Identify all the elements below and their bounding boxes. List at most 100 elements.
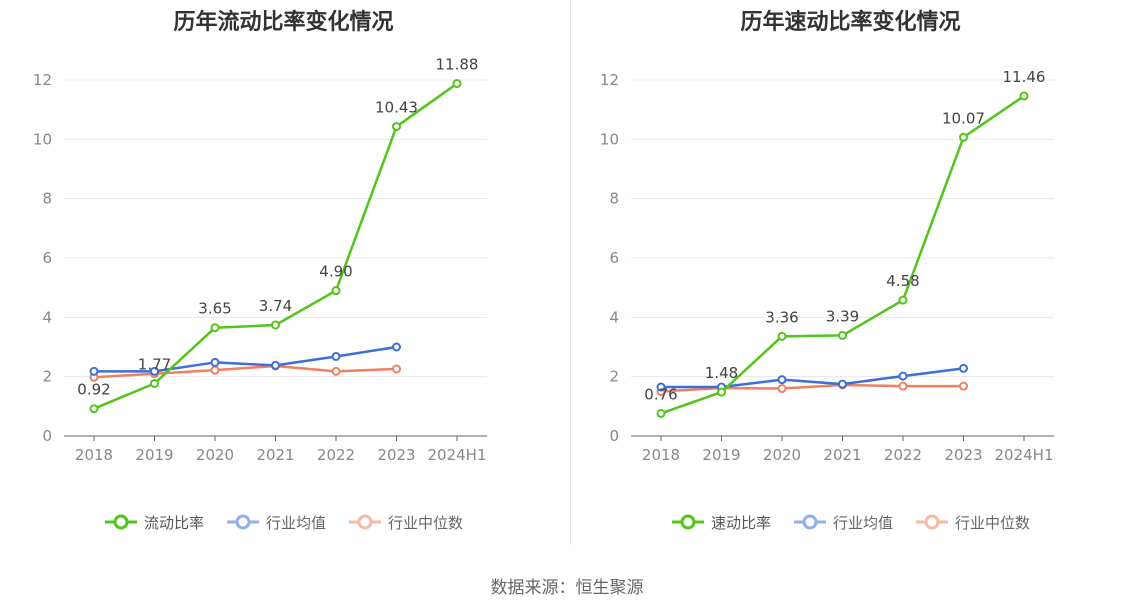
data-label: 3.39	[826, 307, 859, 325]
chart-title: 历年流动比率变化情况	[173, 10, 394, 35]
data-point[interactable]	[392, 342, 401, 352]
data-point[interactable]	[898, 371, 908, 381]
legend: 流动比率 行业均值 行业中位数	[0, 508, 567, 536]
y-tick-label: 2	[609, 368, 619, 386]
legend-label: 速动比率	[710, 513, 771, 532]
data-point[interactable]	[1019, 91, 1029, 101]
source-note: 数据来源：恒生聚源	[490, 578, 644, 598]
data-point[interactable]	[150, 366, 159, 376]
data-point[interactable]	[210, 357, 220, 367]
divider	[570, 0, 571, 545]
y-tick-label: 4	[42, 308, 52, 326]
legend-marker-icon	[916, 514, 948, 530]
y-tick-label: 6	[609, 249, 619, 267]
legend: 速动比率 行业均值 行业中位数	[567, 508, 1134, 536]
x-tick-label: 2021	[823, 446, 861, 464]
data-point[interactable]	[656, 408, 666, 418]
legend-marker-icon	[349, 514, 381, 530]
data-point[interactable]	[777, 331, 787, 341]
data-point[interactable]	[959, 363, 968, 373]
legend-item-average[interactable]: 行业均值	[793, 512, 893, 533]
median-line	[660, 383, 964, 393]
data-label: 1.48	[705, 364, 738, 382]
average-line	[661, 367, 964, 389]
legend-label: 行业均值	[832, 513, 893, 532]
data-label: 3.36	[765, 308, 798, 326]
data-point[interactable]	[898, 295, 908, 305]
data-point[interactable]	[838, 379, 847, 389]
data-label: 10.43	[375, 99, 418, 117]
legend-item-primary[interactable]: 速动比率	[671, 512, 771, 533]
data-point[interactable]	[656, 382, 666, 392]
data-point[interactable]	[898, 381, 908, 391]
data-point[interactable]	[392, 364, 401, 374]
data-point[interactable]	[331, 286, 341, 296]
data-point[interactable]	[150, 378, 159, 388]
data-point[interactable]	[331, 351, 341, 361]
x-tick-label: 2021	[256, 446, 294, 464]
data-point[interactable]	[210, 323, 220, 333]
data-label: 4.90	[319, 263, 352, 281]
data-label: 3.74	[259, 297, 292, 315]
data-point[interactable]	[89, 366, 99, 376]
chart-current-ratio: 历年流动比率变化情况 0 2 4 6 8 10 12 2018 2019 2020 2021 2022…	[0, 0, 567, 560]
legend-marker-icon	[104, 514, 137, 530]
legend-item-primary[interactable]: 流动比率	[104, 512, 204, 533]
data-point[interactable]	[271, 360, 280, 370]
x-tick-label: 2019	[135, 446, 173, 464]
x-tick-label: 2020	[763, 446, 801, 464]
y-tick-label: 0	[609, 427, 619, 445]
x-tick-label: 2024H1	[995, 446, 1054, 464]
y-tick-label: 10	[33, 130, 52, 148]
x-tick-label: 2023	[377, 446, 415, 464]
legend-label: 行业中位数	[388, 513, 464, 532]
x-tick-label: 2022	[317, 446, 355, 464]
data-label: 0.76	[644, 385, 677, 403]
chart-quick-ratio: 历年速动比率变化情况 0 2 4 6 8 10 12 2018 2019 2020 2021 2022…	[567, 0, 1134, 560]
y-tick-label: 12	[600, 71, 619, 89]
y-tick-label: 6	[42, 249, 52, 267]
data-point[interactable]	[717, 387, 726, 397]
data-point[interactable]	[777, 375, 787, 385]
median-line	[93, 364, 397, 379]
average-line	[94, 345, 397, 373]
data-label: 3.65	[198, 300, 231, 318]
legend-marker-icon	[226, 514, 259, 530]
legend-marker-icon	[671, 514, 704, 530]
y-tick-label: 10	[600, 130, 619, 148]
legend-label: 流动比率	[143, 513, 204, 532]
x-tick-label: 2018	[75, 446, 113, 464]
data-point[interactable]	[331, 366, 341, 376]
x-tick-label: 2024H1	[428, 446, 487, 464]
data-label: 10.07	[942, 109, 985, 127]
y-tick-label: 0	[42, 427, 52, 445]
legend-marker-icon	[793, 514, 826, 530]
data-point[interactable]	[271, 320, 280, 330]
x-tick-label: 2020	[196, 446, 234, 464]
data-label: 4.58	[886, 272, 919, 290]
legend-item-median[interactable]: 行业中位数	[348, 512, 463, 533]
y-tick-label: 8	[42, 190, 52, 208]
data-point[interactable]	[89, 404, 99, 414]
data-label: 11.88	[436, 56, 479, 74]
data-point[interactable]	[777, 384, 787, 394]
data-point[interactable]	[210, 365, 220, 375]
data-label: 0.92	[77, 381, 110, 399]
y-tick-label: 8	[609, 190, 619, 208]
data-point[interactable]	[452, 79, 462, 89]
data-point[interactable]	[959, 132, 968, 142]
plot-area: 0 2 4 6 8 10 12 2018 2019 2020 2021 2022 2023 2024H1 0…	[33, 56, 487, 464]
y-tick-label: 2	[42, 368, 52, 386]
x-tick-label: 2018	[642, 446, 680, 464]
data-point[interactable]	[959, 381, 968, 391]
data-point[interactable]	[838, 330, 847, 340]
x-tick-label: 2022	[884, 446, 922, 464]
legend-label: 行业中位数	[955, 513, 1031, 532]
data-label: 1.77	[138, 355, 171, 373]
data-label: 11.46	[1003, 68, 1046, 86]
data-point[interactable]	[392, 122, 401, 132]
legend-label: 行业均值	[265, 513, 326, 532]
legend-item-median[interactable]: 行业中位数	[915, 512, 1030, 533]
chart-title: 历年速动比率变化情况	[740, 10, 961, 35]
legend-item-average[interactable]: 行业均值	[226, 512, 326, 533]
